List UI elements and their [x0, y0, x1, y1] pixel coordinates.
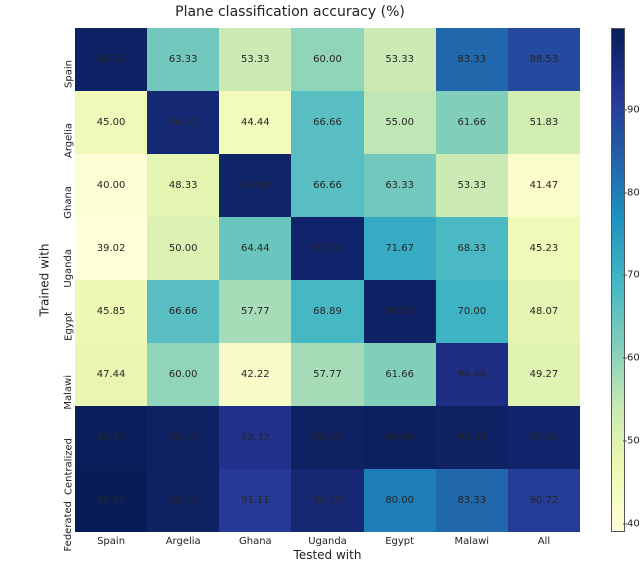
y-tick-label: Egypt — [64, 312, 75, 341]
heatmap-cell: 48.07 — [508, 280, 580, 343]
heatmap-cell: 63.33 — [364, 154, 436, 217]
heatmap-cell: 55.00 — [364, 91, 436, 154]
heatmap-cell: 50.00 — [147, 217, 219, 280]
heatmap-cell: 60.00 — [291, 28, 363, 91]
heatmap-cell: 64.44 — [219, 217, 291, 280]
heatmap-cell: 39.02 — [75, 217, 147, 280]
heatmap-grid: 98.2463.3353.3360.0053.3383.3388.5345.00… — [75, 28, 580, 532]
figure: Plane classification accuracy (%) Traine… — [0, 0, 640, 562]
heatmap-cell: 71.67 — [364, 217, 436, 280]
heatmap-cell: 45.85 — [75, 280, 147, 343]
heatmap-cell: 53.33 — [436, 154, 508, 217]
heatmap-area: 98.2463.3353.3360.0053.3383.3388.5345.00… — [75, 28, 580, 532]
heatmap-cell: 61.66 — [364, 343, 436, 406]
heatmap-cell: 45.23 — [508, 217, 580, 280]
x-tick-label: Egypt — [385, 536, 414, 547]
y-tick-label: Federated — [64, 501, 75, 552]
heatmap-cell: 68.33 — [436, 217, 508, 280]
heatmap-cell: 88.53 — [508, 28, 580, 91]
heatmap-cell: 66.66 — [147, 280, 219, 343]
y-tick-group: Spain Argelia Ghana Uganda Egypt Malawi Centra… — [0, 28, 75, 532]
heatmap-cell: 98.52 — [291, 406, 363, 469]
heatmap-cell: 93.33 — [219, 406, 291, 469]
heatmap-cell: 98.33 — [147, 406, 219, 469]
x-tick-label: Argelia — [166, 536, 201, 547]
heatmap-cell: 97.68 — [219, 154, 291, 217]
heatmap-cell: 90.72 — [508, 469, 580, 532]
tick-mark — [623, 441, 627, 442]
y-tick-label: Malawi — [64, 375, 75, 410]
heatmap-cell: 40.00 — [75, 154, 147, 217]
heatmap-cell: 68.89 — [291, 280, 363, 343]
colorbar-tick-label: 80 — [627, 187, 640, 198]
colorbar-ticks: 40 50 60 70 80 90 — [625, 28, 640, 532]
tick-mark — [623, 109, 627, 110]
tick-mark — [623, 523, 627, 524]
heatmap-cell: 53.33 — [219, 28, 291, 91]
heatmap-cell: 96.29 — [291, 469, 363, 532]
x-tick-label: Ghana — [239, 536, 272, 547]
heatmap-cell: 49.27 — [508, 343, 580, 406]
colorbar-tick-label: 90 — [627, 104, 640, 115]
heatmap-cell: 60.00 — [147, 343, 219, 406]
heatmap-cell: 99.51 — [75, 406, 147, 469]
heatmap-cell: 83.33 — [436, 469, 508, 532]
heatmap-cell: 83.33 — [436, 28, 508, 91]
colorbar-tick-label: 40 — [627, 518, 640, 529]
heatmap-cell: 61.66 — [436, 91, 508, 154]
heatmap-cell: 98.89 — [364, 406, 436, 469]
heatmap-cell: 66.66 — [291, 154, 363, 217]
x-tick-label: Spain — [97, 536, 125, 547]
y-tick-label: Argelia — [64, 123, 75, 158]
colorbar-tick-label: 70 — [627, 270, 640, 281]
y-tick-label: Ghana — [64, 186, 75, 219]
heatmap-cell: 97.42 — [508, 406, 580, 469]
x-tick-label: All — [538, 536, 550, 547]
heatmap-cell: 41.47 — [508, 154, 580, 217]
heatmap-cell: 98.33 — [436, 406, 508, 469]
y-tick-label: Centralized — [64, 438, 75, 495]
heatmap-cell: 94.46 — [436, 343, 508, 406]
y-tick-label: Uganda — [64, 249, 75, 288]
tick-mark — [623, 192, 627, 193]
colorbar — [611, 28, 625, 532]
heatmap-cell: 91.11 — [219, 469, 291, 532]
heatmap-cell: 45.00 — [75, 91, 147, 154]
colorbar-tick-label: 50 — [627, 436, 640, 447]
x-tick-label: Malawi — [454, 536, 489, 547]
heatmap-cell: 98.24 — [75, 28, 147, 91]
heatmap-cell: 66.66 — [291, 91, 363, 154]
heatmap-cell: 99.87 — [75, 469, 147, 532]
heatmap-cell: 44.44 — [219, 91, 291, 154]
heatmap-cell: 98.13 — [364, 280, 436, 343]
x-tick-label: Uganda — [308, 536, 347, 547]
tick-mark — [623, 358, 627, 359]
heatmap-cell: 63.33 — [147, 28, 219, 91]
heatmap-cell: 80.00 — [364, 469, 436, 532]
heatmap-cell: 98.33 — [147, 469, 219, 532]
heatmap-cell: 70.00 — [436, 280, 508, 343]
heatmap-cell: 57.77 — [219, 280, 291, 343]
heatmap-cell: 48.33 — [147, 154, 219, 217]
colorbar-tick-label: 60 — [627, 353, 640, 364]
heatmap-cell: 57.77 — [291, 343, 363, 406]
heatmap-cell: 51.83 — [508, 91, 580, 154]
heatmap-cell: 97.51 — [291, 217, 363, 280]
heatmap-cell: 96.33 — [147, 91, 219, 154]
x-axis-label: Tested with — [75, 548, 580, 562]
heatmap-cell: 47.44 — [75, 343, 147, 406]
tick-mark — [623, 275, 627, 276]
heatmap-cell: 53.33 — [364, 28, 436, 91]
y-tick-label: Spain — [64, 60, 75, 88]
chart-title: Plane classification accuracy (%) — [0, 4, 580, 20]
heatmap-cell: 42.22 — [219, 343, 291, 406]
